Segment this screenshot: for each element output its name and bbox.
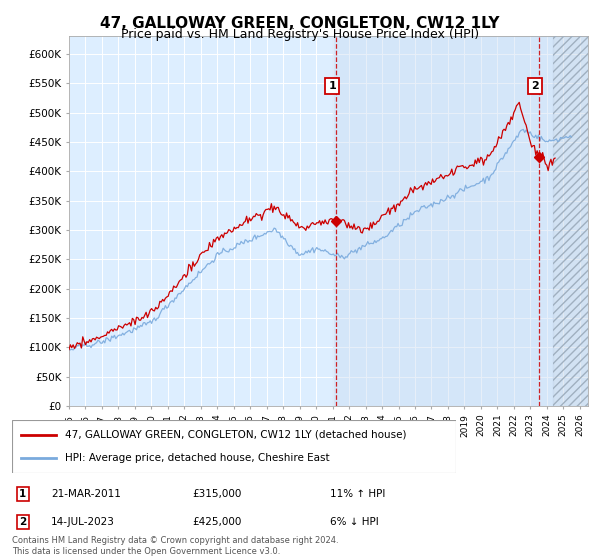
- Text: HPI: Average price, detached house, Cheshire East: HPI: Average price, detached house, Ches…: [65, 453, 330, 463]
- Text: Price paid vs. HM Land Registry's House Price Index (HPI): Price paid vs. HM Land Registry's House …: [121, 28, 479, 41]
- Bar: [553, 36, 588, 406]
- Text: 21-MAR-2011: 21-MAR-2011: [51, 489, 121, 499]
- Text: 11% ↑ HPI: 11% ↑ HPI: [330, 489, 385, 499]
- Text: 1: 1: [328, 81, 336, 91]
- Text: £425,000: £425,000: [192, 517, 241, 527]
- Text: 2: 2: [531, 81, 539, 91]
- Text: 1: 1: [19, 489, 26, 499]
- Text: Contains HM Land Registry data © Crown copyright and database right 2024.
This d: Contains HM Land Registry data © Crown c…: [12, 536, 338, 556]
- FancyBboxPatch shape: [12, 420, 456, 473]
- Bar: [553, 36, 588, 406]
- Text: 47, GALLOWAY GREEN, CONGLETON, CW12 1LY (detached house): 47, GALLOWAY GREEN, CONGLETON, CW12 1LY …: [65, 430, 407, 440]
- Text: 6% ↓ HPI: 6% ↓ HPI: [330, 517, 379, 527]
- Text: 14-JUL-2023: 14-JUL-2023: [51, 517, 115, 527]
- Text: £315,000: £315,000: [192, 489, 241, 499]
- Text: 2: 2: [19, 517, 26, 527]
- Text: 47, GALLOWAY GREEN, CONGLETON, CW12 1LY: 47, GALLOWAY GREEN, CONGLETON, CW12 1LY: [100, 16, 500, 31]
- Bar: [332, 36, 553, 406]
